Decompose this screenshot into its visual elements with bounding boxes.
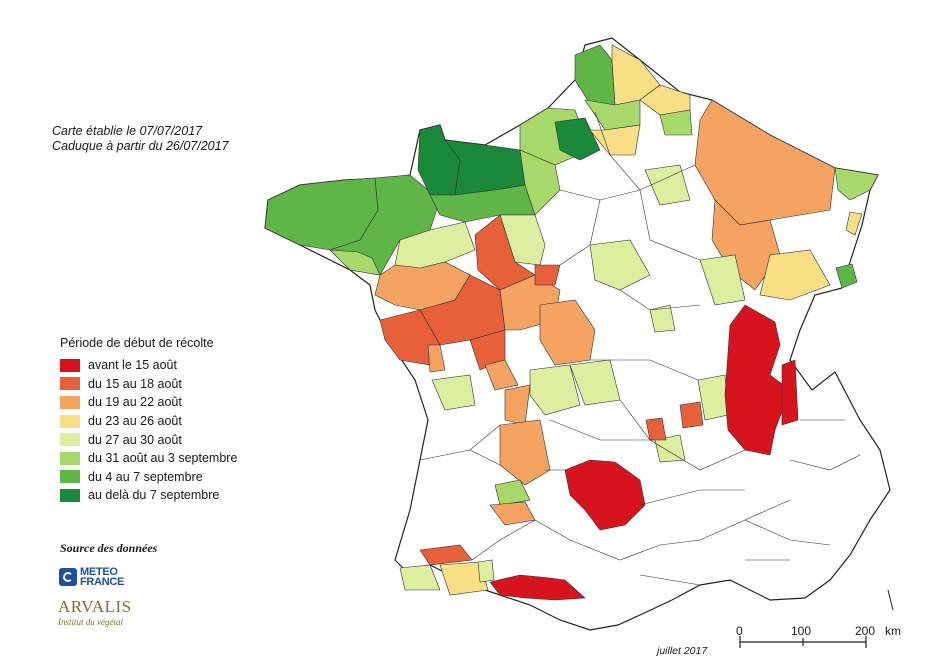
- region-alsace-yellow: [845, 211, 863, 236]
- legend-swatch: [60, 451, 80, 465]
- arvalis-name: ARVALIS: [58, 597, 132, 616]
- legend-title: Période de début de récolte: [60, 336, 214, 350]
- region-charente-orange: [484, 359, 519, 391]
- region-brittany-south: [329, 249, 381, 276]
- region-eure-et-loir-red: [534, 264, 561, 286]
- region-pyrenees-atl-light: [399, 564, 441, 591]
- legend-swatch: [60, 470, 80, 484]
- legend-item: du 23 au 26 août: [60, 412, 237, 431]
- region-massif-central-red: [564, 459, 646, 531]
- scale-unit: km: [885, 624, 901, 638]
- map-notes: Carte établie le 07/07/2017 Caduque à pa…: [52, 124, 229, 154]
- legend-item: au delà du 7 septembre: [60, 486, 237, 505]
- region-yonne-light: [589, 239, 651, 291]
- legend-item: du 31 août au 3 septembre: [60, 449, 237, 468]
- meteo-line2: FRANCE: [80, 576, 125, 588]
- region-vendee-south-light: [431, 374, 476, 411]
- region-charente-maritime-orange: [427, 344, 446, 373]
- legend-item: du 4 au 7 septembre: [60, 468, 237, 487]
- region-indre-light: [529, 364, 581, 416]
- note-established: Carte établie le 07/07/2017: [52, 124, 203, 138]
- legend-label: avant le 15 août: [88, 358, 177, 373]
- legend-swatch: [60, 488, 80, 502]
- legend-label: du 23 au 26 août: [88, 414, 182, 429]
- region-eure: [519, 149, 561, 216]
- legend-label: du 19 au 22 août: [88, 395, 182, 410]
- meteo-france-mark-icon: [59, 568, 77, 586]
- legend: Période de début de récolte avant le 15 …: [60, 336, 237, 505]
- region-limousin-orange: [499, 419, 551, 486]
- scale-label-100: 100: [791, 624, 812, 638]
- region-somme: [584, 99, 641, 131]
- arvalis-subtitle: Institut du végétal: [58, 617, 123, 627]
- region-isere-red: [781, 359, 799, 426]
- legend-label: du 27 au 30 août: [88, 432, 182, 447]
- arvalis-logo: ARVALIS Institut du végétal: [58, 597, 132, 627]
- scale-label-0: 0: [736, 624, 743, 638]
- legend-swatch: [60, 358, 80, 372]
- legend-label: du 15 au 18 août: [88, 376, 182, 391]
- legend-item: du 15 au 18 août: [60, 375, 237, 394]
- corsica-hint: [887, 589, 894, 611]
- region-alsace-green: [834, 167, 879, 201]
- legend-label: du 31 août au 3 septembre: [88, 451, 238, 466]
- region-oise-yellow: [589, 124, 641, 156]
- region-marne-green: [659, 109, 693, 136]
- note-expiry: Caduque à partir du 26/07/2017: [52, 139, 229, 153]
- region-gers-light: [477, 559, 495, 583]
- region-seine-maritime-green: [554, 117, 601, 161]
- region-saone-light: [649, 304, 676, 333]
- source-title: Source des données: [60, 541, 158, 555]
- meteo-line1: METEO: [80, 566, 118, 578]
- region-lot-green: [494, 479, 531, 506]
- legend-swatch: [60, 433, 80, 447]
- date-label: juillet 2017: [657, 645, 708, 657]
- scale-label-200: 200: [855, 624, 876, 638]
- legend-item: du 19 au 22 août: [60, 393, 237, 412]
- region-aisne-yellow: [639, 84, 691, 116]
- region-puy-de-dome-orange: [679, 401, 704, 429]
- region-aube-light: [644, 164, 691, 206]
- region-cote-or-light: [699, 254, 746, 306]
- scale-bar: [739, 636, 867, 648]
- legend-swatch: [60, 377, 80, 391]
- departement-borders: [419, 111, 861, 586]
- region-franche-comte-yellow: [759, 249, 831, 301]
- legend-swatch: [60, 414, 80, 428]
- legend-item: avant le 15 août: [60, 356, 237, 375]
- legend-label: au delà du 7 septembre: [88, 488, 220, 503]
- region-haute-loire-red-orange: [645, 417, 667, 441]
- region-pyrenees-red: [489, 574, 586, 601]
- region-haut-rhin-green: [835, 263, 858, 289]
- legend-item: du 27 au 30 août: [60, 430, 237, 449]
- legend-label: du 4 au 7 septembre: [88, 469, 203, 484]
- region-gers-yellow: [439, 561, 489, 596]
- meteo-france-logo: METEO FRANCE: [59, 566, 125, 588]
- region-auvergne-light: [654, 434, 686, 463]
- legend-swatch: [60, 395, 80, 409]
